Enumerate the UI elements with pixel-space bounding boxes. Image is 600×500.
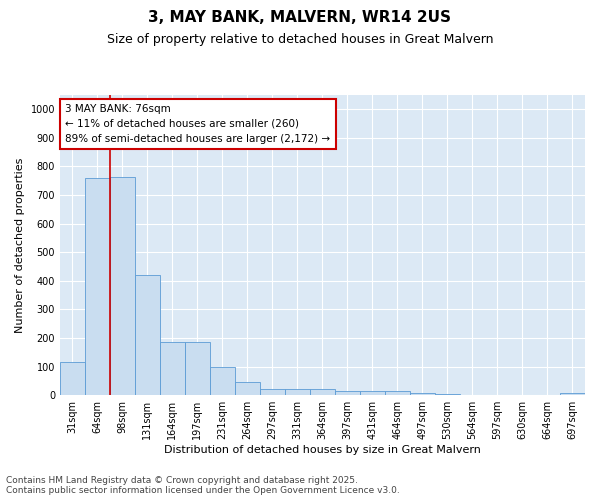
- Bar: [410, 393, 435, 395]
- Bar: [85, 178, 110, 395]
- Bar: [60, 362, 85, 395]
- Text: 3, MAY BANK, MALVERN, WR14 2US: 3, MAY BANK, MALVERN, WR14 2US: [149, 10, 452, 25]
- X-axis label: Distribution of detached houses by size in Great Malvern: Distribution of detached houses by size …: [164, 445, 481, 455]
- Bar: [360, 391, 385, 395]
- Y-axis label: Number of detached properties: Number of detached properties: [15, 158, 25, 333]
- Bar: [460, 394, 485, 395]
- Bar: [310, 390, 335, 395]
- Text: Contains HM Land Registry data © Crown copyright and database right 2025.
Contai: Contains HM Land Registry data © Crown c…: [6, 476, 400, 495]
- Bar: [560, 393, 585, 395]
- Text: Size of property relative to detached houses in Great Malvern: Size of property relative to detached ho…: [107, 32, 493, 46]
- Bar: [335, 391, 360, 395]
- Bar: [235, 382, 260, 395]
- Bar: [210, 368, 235, 395]
- Text: 3 MAY BANK: 76sqm
← 11% of detached houses are smaller (260)
89% of semi-detache: 3 MAY BANK: 76sqm ← 11% of detached hous…: [65, 104, 330, 144]
- Bar: [435, 394, 460, 395]
- Bar: [110, 178, 135, 395]
- Bar: [285, 390, 310, 395]
- Bar: [135, 275, 160, 395]
- Bar: [260, 390, 285, 395]
- Bar: [385, 391, 410, 395]
- Bar: [160, 342, 185, 395]
- Bar: [185, 342, 210, 395]
